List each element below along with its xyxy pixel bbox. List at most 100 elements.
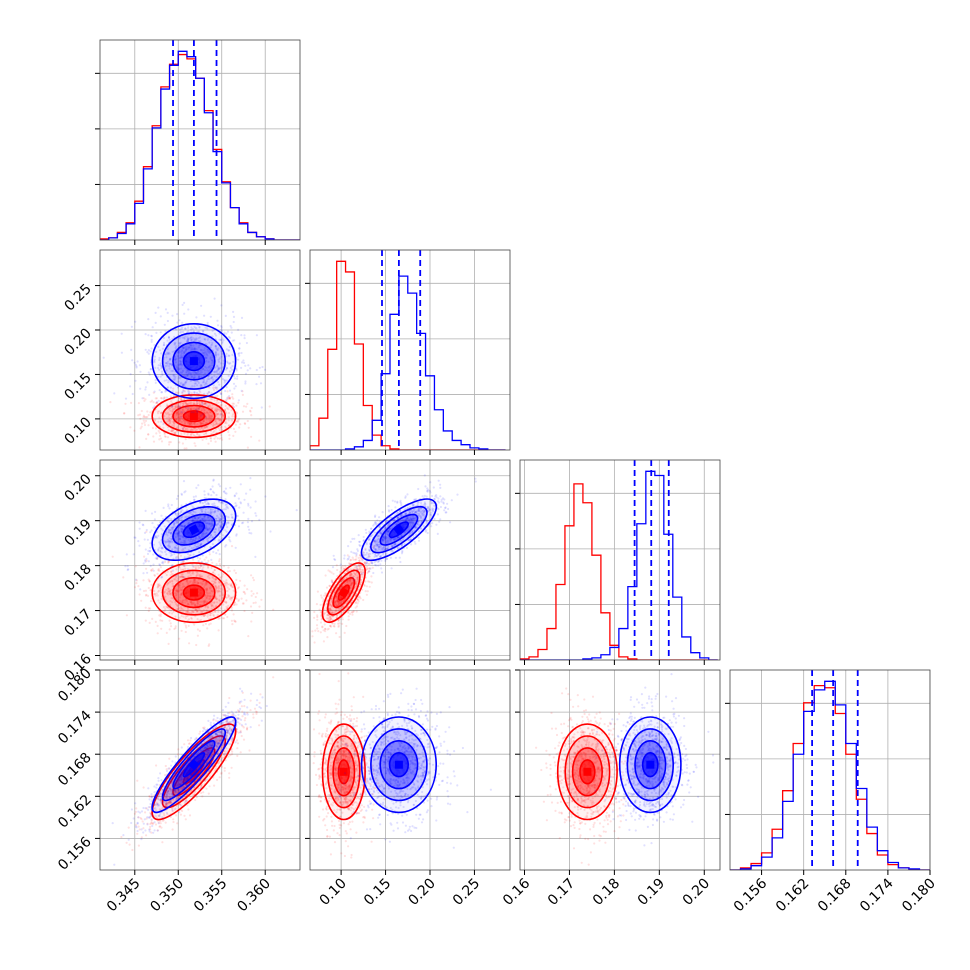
scatter-point (204, 501, 207, 504)
scatter-point (217, 419, 220, 422)
scatter-point (205, 359, 208, 363)
scatter-point (203, 426, 207, 429)
scatter-point (184, 567, 187, 570)
scatter-point (216, 324, 220, 327)
scatter-point (220, 328, 223, 331)
scatter-point (214, 585, 217, 588)
scatter-point (171, 564, 174, 567)
scatter-point (213, 568, 216, 572)
scatter-point (196, 407, 199, 410)
scatter-point (175, 512, 178, 515)
scatter-point (170, 532, 173, 535)
scatter-point (214, 510, 217, 513)
scatter-point (252, 579, 255, 582)
scatter-point (212, 359, 215, 362)
scatter-point (201, 517, 204, 520)
scatter-point (188, 346, 191, 349)
scatter-point (208, 410, 212, 414)
scatter-point (180, 575, 183, 578)
scatter-point (235, 504, 238, 507)
scatter-point (208, 352, 211, 355)
scatter-point (178, 405, 181, 408)
scatter-point (186, 572, 189, 575)
scatter-point (197, 516, 200, 520)
scatter-point (213, 511, 216, 514)
scatter-point (226, 570, 229, 573)
scatter-point (168, 441, 171, 444)
scatter-point (180, 504, 183, 507)
scatter-point (200, 565, 203, 568)
scatter-point (180, 524, 183, 527)
scatter-point (347, 611, 350, 614)
scatter-point (178, 396, 181, 399)
scatter-point (341, 618, 344, 621)
scatter-point (198, 551, 201, 554)
scatter-point (220, 355, 223, 358)
scatter-point (144, 419, 148, 422)
scatter-point (178, 531, 181, 534)
scatter-point (195, 337, 198, 340)
scatter-point (183, 432, 186, 435)
scatter-point (170, 429, 173, 432)
scatter-point (178, 342, 181, 345)
scatter-point (214, 504, 217, 507)
scatter-point (336, 622, 340, 625)
scatter-point (185, 599, 188, 602)
scatter-point (180, 364, 183, 367)
scatter-point (175, 328, 178, 331)
scatter-point (200, 401, 203, 404)
scatter-point (213, 409, 216, 412)
scatter-point (198, 434, 201, 437)
scatter-point (193, 603, 196, 607)
scatter-point (212, 571, 215, 574)
scatter-point (156, 523, 159, 527)
scatter-point (333, 625, 336, 628)
scatter-point (212, 606, 215, 609)
scatter-point (208, 377, 211, 381)
scatter-point (154, 557, 157, 560)
density-peak (189, 412, 198, 421)
histogram-step-red (100, 53, 300, 240)
scatter-point (332, 572, 335, 575)
scatter-point (206, 350, 209, 353)
scatter-point (322, 629, 325, 632)
scatter-point (174, 418, 177, 421)
scatter-point (168, 338, 171, 341)
scatter-point (181, 528, 184, 531)
scatter-point (178, 419, 181, 422)
scatter-point (206, 522, 209, 525)
scatter-point (163, 433, 166, 436)
scatter-point (249, 410, 252, 413)
scatter-point (210, 511, 213, 515)
scatter-point (192, 579, 195, 583)
scatter-point (328, 570, 332, 573)
scatter-point (159, 411, 162, 415)
scatter-point (325, 586, 329, 589)
scatter-point (221, 502, 224, 505)
scatter-point (177, 363, 180, 366)
scatter-point (175, 589, 178, 592)
scatter-point (216, 524, 219, 527)
scatter-point (155, 397, 158, 400)
scatter-point (160, 370, 163, 373)
scatter-point (172, 375, 175, 378)
scatter-point (377, 564, 380, 567)
scatter-point (198, 604, 201, 607)
scatter-point (168, 528, 171, 532)
scatter-point (204, 588, 207, 591)
scatter-point (183, 351, 186, 355)
scatter-point (194, 339, 197, 342)
scatter-point (176, 426, 179, 429)
scatter-point (230, 326, 233, 329)
scatter-point (180, 411, 183, 414)
scatter-point (179, 600, 182, 603)
scatter-point (190, 612, 193, 615)
scatter-point (238, 417, 241, 421)
scatter-point (211, 535, 214, 539)
scatter-point (184, 327, 187, 330)
scatter-point (170, 553, 174, 557)
scatter-point (232, 585, 235, 589)
scatter-point (142, 572, 145, 575)
scatter-point (199, 519, 202, 522)
scatter-point (393, 500, 397, 503)
